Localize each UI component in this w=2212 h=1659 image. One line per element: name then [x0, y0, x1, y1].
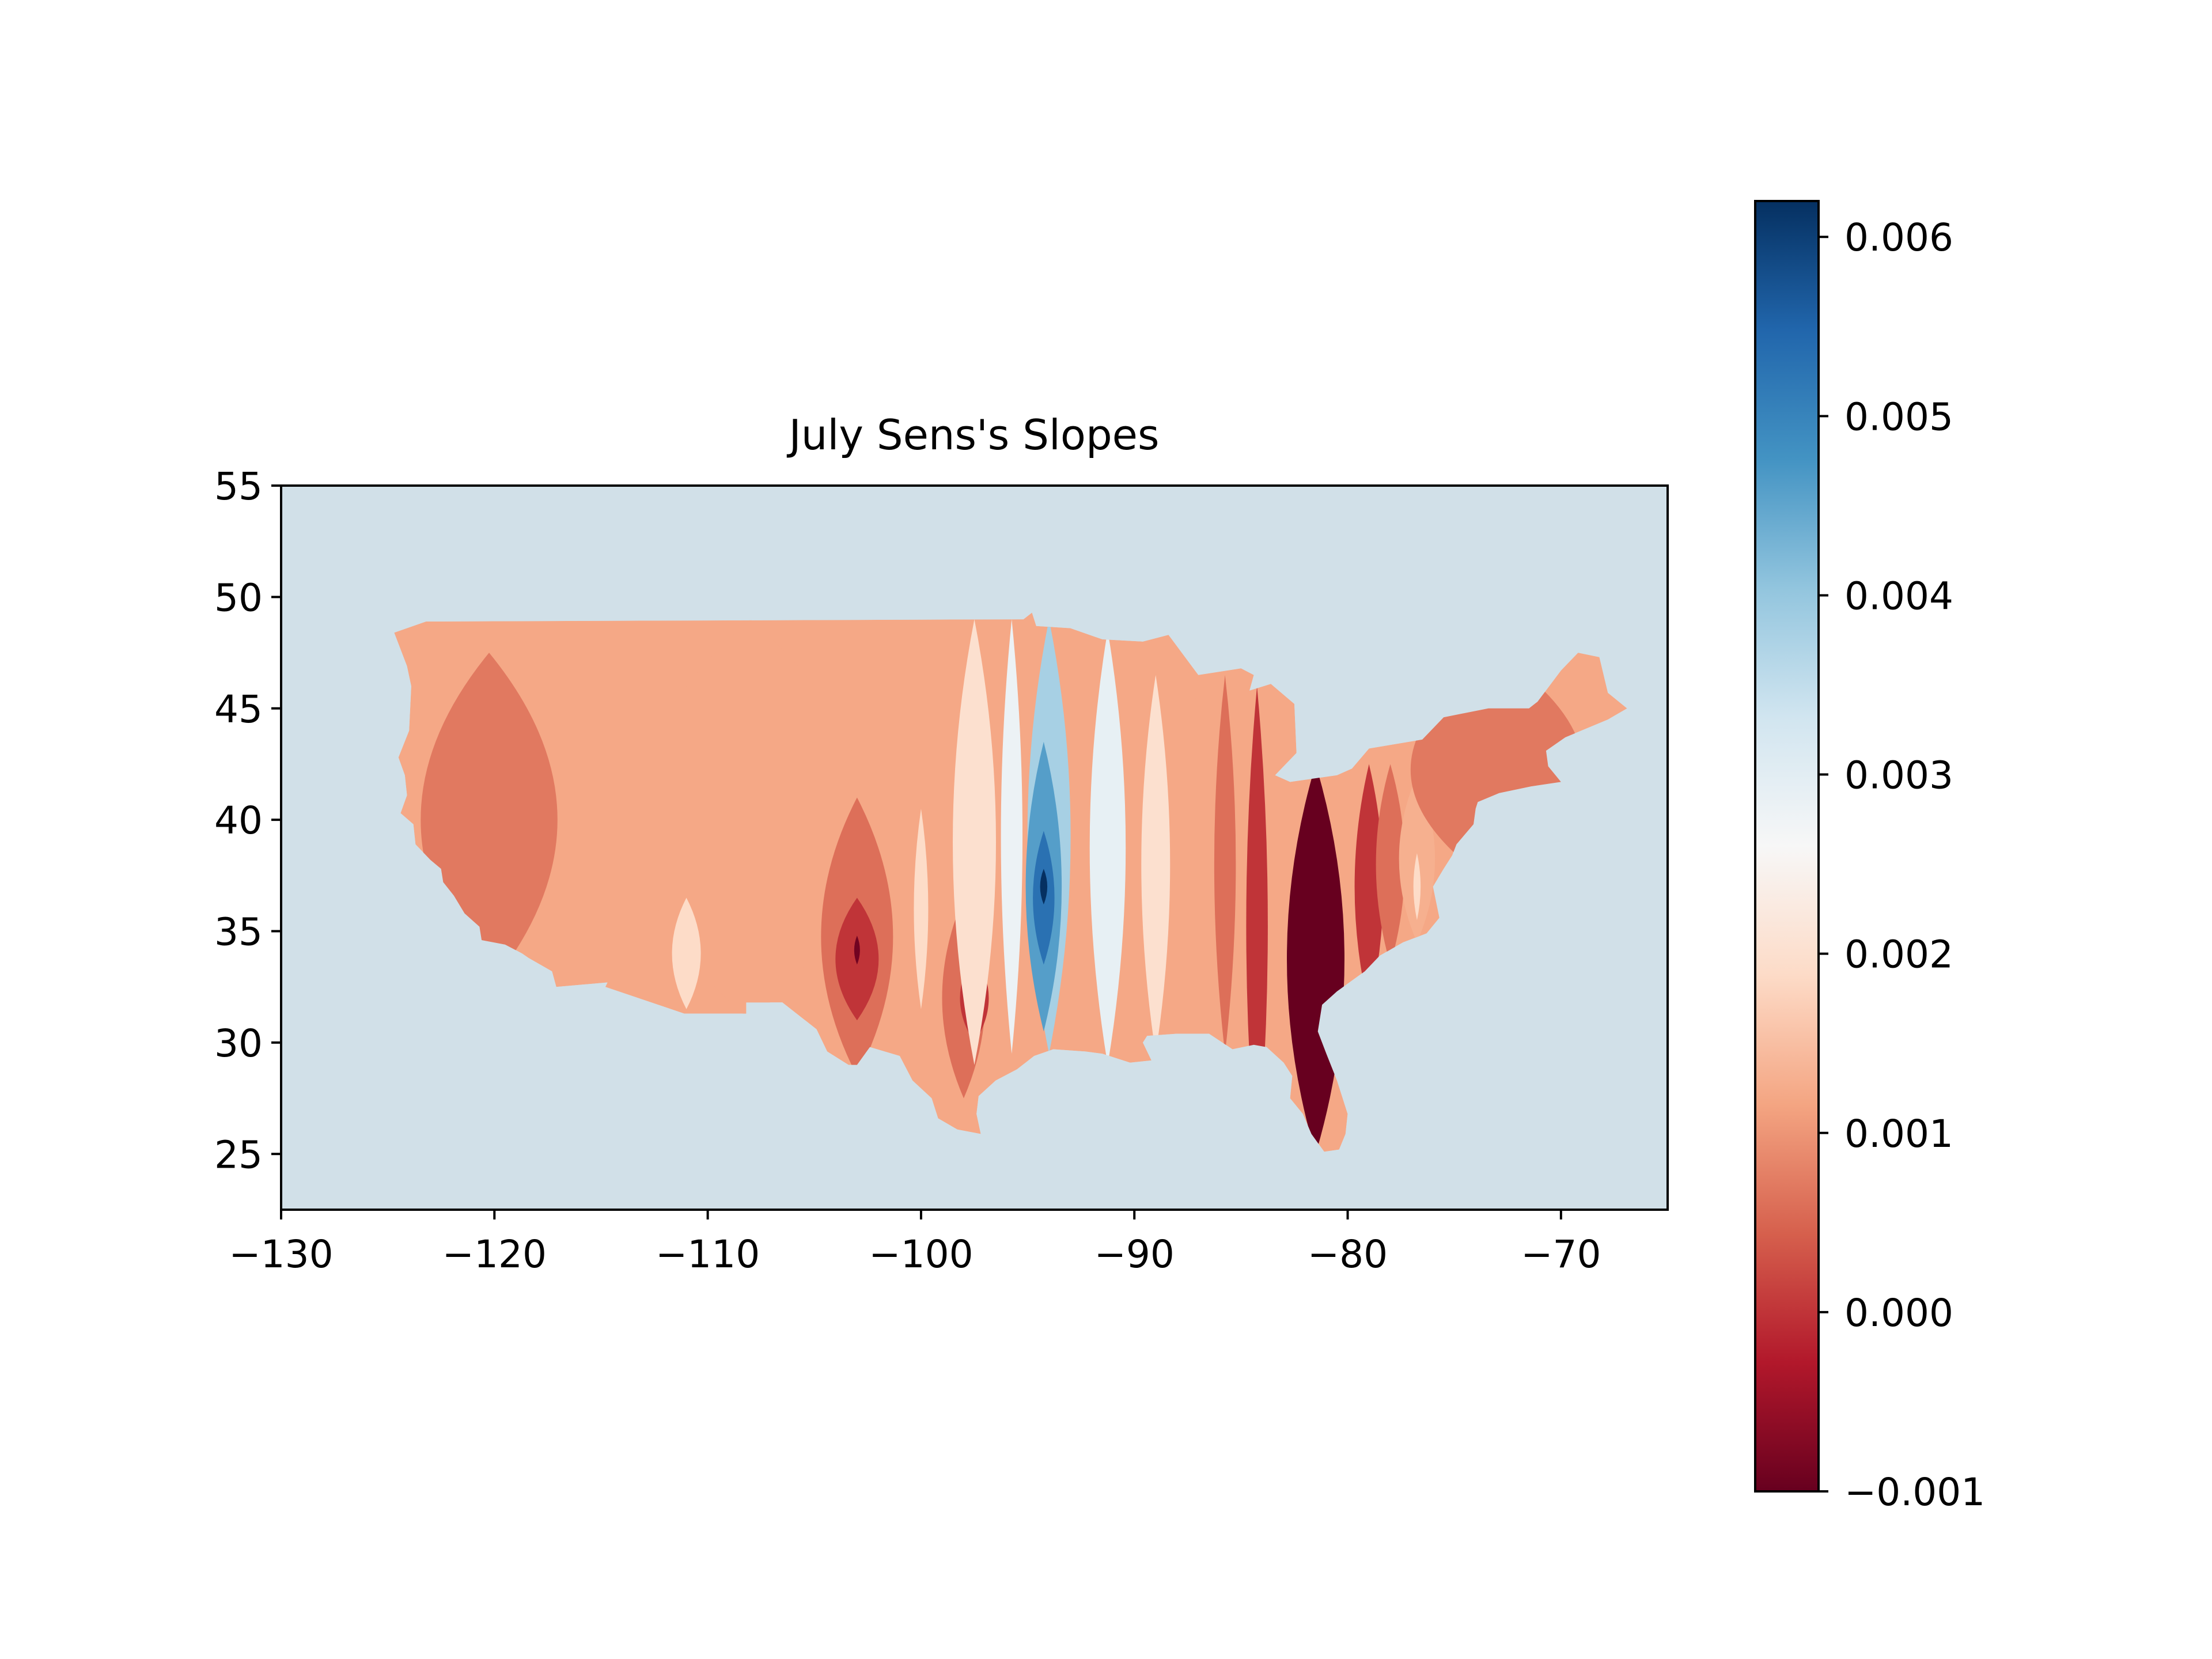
contour-band-6 [914, 808, 929, 1009]
colorbar-ticks: −0.001 0.000 0.001 0.002 0.003 0.004 0.005 0.00… [1819, 215, 1985, 1514]
x-axis: −130 −120 −110 −100 −90 −80 −70 [229, 1210, 1601, 1277]
contour-band-9 [953, 619, 996, 1065]
colorbar-gradient [1755, 201, 1819, 1491]
contour-band-16 [1141, 675, 1171, 1054]
y-tick-label: 45 [214, 687, 263, 732]
colorbar-tick-label: 0.002 [1844, 933, 1953, 977]
y-tick-label: 25 [214, 1132, 263, 1177]
contour-band-15 [1089, 630, 1126, 1065]
y-tick-label: 50 [214, 575, 263, 620]
x-tick-label: −70 [1521, 1232, 1601, 1277]
x-tick-label: −100 [869, 1232, 973, 1277]
colorbar-tick-label: 0.001 [1844, 1112, 1953, 1156]
colorbar-frame [1754, 200, 1820, 1493]
x-tick-label: −120 [442, 1232, 547, 1277]
contour-band-14 [1040, 869, 1048, 905]
x-tick-label: −130 [229, 1232, 333, 1277]
contour-band-5 [854, 935, 860, 965]
colorbar-tick-label: 0.006 [1844, 215, 1953, 260]
contour-band-22 [1376, 764, 1405, 965]
plot-area [280, 484, 1669, 1211]
colorbar-tick-label: 0.004 [1844, 574, 1953, 618]
y-tick-label: 55 [214, 464, 263, 509]
colorbar-tick-label: −0.001 [1844, 1470, 1985, 1514]
x-tick-label: −90 [1094, 1232, 1175, 1277]
axes-frame [280, 484, 1669, 1211]
chart-title: July Sens's Slopes [787, 411, 1160, 459]
x-tick-label: −110 [656, 1232, 760, 1277]
contour-band-18 [1214, 675, 1236, 1054]
contour-band-17 [1182, 675, 1204, 1043]
contour-band-21 [1354, 764, 1384, 1009]
y-tick-label: 35 [214, 910, 263, 955]
contour-band-2 [672, 897, 701, 1009]
x-tick-label: −80 [1308, 1232, 1388, 1277]
y-tick-label: 40 [214, 798, 263, 843]
colorbar-tick-label: 0.005 [1844, 395, 1953, 439]
contour-band-24 [1413, 853, 1421, 921]
y-axis: 25 30 35 40 45 50 55 [214, 464, 281, 1177]
contour-band-10 [1001, 619, 1023, 1054]
y-tick-label: 30 [214, 1021, 263, 1066]
colorbar: −0.001 0.000 0.001 0.002 0.003 0.004 0.005 0.00… [1754, 200, 1985, 1514]
colorbar-tick-label: 0.003 [1844, 753, 1953, 798]
colorbar-tick-label: 0.000 [1844, 1291, 1953, 1335]
